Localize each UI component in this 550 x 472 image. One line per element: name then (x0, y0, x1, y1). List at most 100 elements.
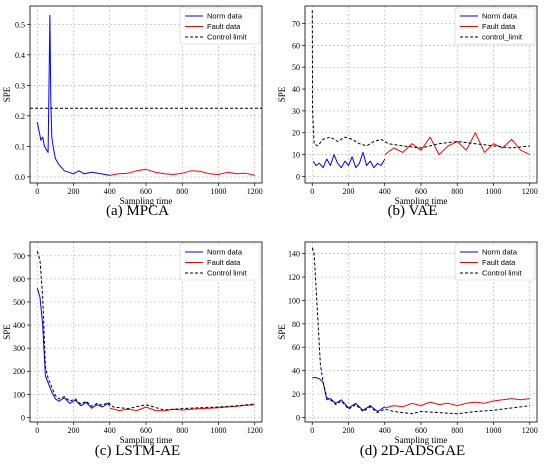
series-line-fault-data (384, 132, 531, 156)
series-line-fault-data (109, 404, 255, 412)
y-tick-label: 20 (292, 129, 300, 138)
y-axis-label: SPE (277, 324, 287, 340)
x-tick-label: 1000 (486, 187, 502, 196)
legend-label-control-limit: Control limit (482, 269, 523, 278)
series-line-norm-data (312, 377, 386, 412)
y-tick-label: 600 (13, 275, 25, 284)
x-tick-label: 400 (104, 187, 116, 196)
series-line-norm-data (36, 288, 111, 409)
x-tick-label: 0 (310, 426, 314, 435)
y-tick-label: 500 (13, 298, 25, 307)
series-line-norm-data (36, 14, 110, 176)
y-tick-label: 20 (292, 390, 300, 399)
series-line-control-limit (311, 10, 530, 149)
panel-2d-adsgae: 0 200 400 600 800 1000 1200 0 20 40 60 80 100 120 140 S… (275, 236, 550, 472)
y-tick-label: 0.0 (15, 173, 25, 182)
caption-mpca: (a) MPCA (106, 203, 169, 219)
y-tick-label: 0 (296, 413, 300, 422)
x-tick-label: 600 (415, 426, 427, 435)
chart-lstm-ae: 0 200 400 600 800 1000 1200 0 100 200 300 400 500 600… (2, 241, 263, 445)
caption-lstm-ae: (c) LSTM-AE (94, 443, 181, 459)
x-tick-label: 1000 (211, 426, 227, 435)
legend-label-fault-data: Fault data (207, 258, 241, 267)
y-tick-label: 0.1 (15, 142, 25, 151)
y-tick-label: 400 (13, 321, 25, 330)
y-axis-label: SPE (277, 86, 287, 102)
x-tick-label: 1200 (522, 426, 538, 435)
x-axis-label: Sampling time (120, 196, 173, 206)
caption-vae: (b) VAE (387, 203, 438, 219)
y-tick-label: 0 (296, 172, 300, 181)
y-tick-label: 60 (292, 343, 300, 352)
legend-label-control-limit: control_limit (482, 33, 523, 42)
x-tick-label: 800 (451, 426, 463, 435)
x-tick-label: 800 (176, 426, 188, 435)
x-tick-label: 0 (310, 187, 314, 196)
chart-mpca: 0 200 400 600 800 1000 1200 0.0 0.1 0.2 0.3 0.4 0.5 S… (2, 5, 263, 206)
y-tick-label: 60 (292, 41, 300, 50)
y-tick-label: 50 (292, 63, 300, 72)
y-tick-label: 300 (13, 344, 25, 353)
panel-mpca: 0 200 400 600 800 1000 1200 0.0 0.1 0.2 0.3 0.4 0.5 S… (0, 0, 275, 236)
series-line-fault-data (384, 398, 530, 409)
y-axis-label: SPE (2, 86, 12, 102)
y-tick-label: 700 (13, 252, 25, 261)
x-tick-label: 600 (140, 187, 152, 196)
x-axis-label: Sampling time (395, 196, 448, 206)
legend-box (179, 243, 261, 281)
x-tick-label: 400 (104, 426, 116, 435)
legend-box (454, 7, 536, 45)
series-line-control-limit (311, 247, 530, 415)
x-tick-label: 0 (35, 187, 39, 196)
x-tick-label: 200 (68, 187, 80, 196)
series-line-fault-data (109, 168, 255, 176)
x-tick-label: 0 (35, 426, 39, 435)
x-tick-label: 1200 (522, 187, 538, 196)
legend-box (454, 243, 536, 281)
y-tick-label: 140 (288, 250, 300, 259)
x-tick-label: 800 (176, 187, 188, 196)
chart-vae: 0 200 400 600 800 1000 1200 0 10 20 30 40 50 60 70 Samp… (277, 5, 538, 206)
y-tick-label: 0 (21, 413, 25, 422)
x-axis-label: Sampling time (395, 435, 448, 445)
y-tick-label: 40 (292, 367, 300, 376)
y-tick-label: 0.3 (15, 81, 25, 90)
series-line-control-limit (36, 251, 255, 411)
series-line-norm-data (312, 151, 386, 169)
x-tick-label: 800 (451, 187, 463, 196)
y-tick-label: 0.2 (15, 112, 25, 121)
x-tick-label: 1200 (247, 187, 263, 196)
x-tick-label: 200 (68, 426, 80, 435)
chart-2d-adsgae: 0 200 400 600 800 1000 1200 0 20 40 60 80 100 120 140 S… (277, 241, 538, 445)
panel-vae: 0 200 400 600 800 1000 1200 0 10 20 30 40 50 60 70 Samp… (275, 0, 550, 236)
y-tick-label: 100 (13, 390, 25, 399)
legend-label-norm-data: Norm data (482, 12, 518, 21)
x-tick-label: 400 (379, 187, 391, 196)
y-axis-label: SPE (2, 324, 12, 340)
panel-lstm-ae: 0 200 400 600 800 1000 1200 0 100 200 300 400 500 600… (0, 236, 275, 472)
x-tick-label: 600 (415, 187, 427, 196)
y-tick-label: 0.4 (15, 51, 25, 60)
y-tick-label: 80 (292, 320, 300, 329)
x-tick-label: 200 (343, 426, 355, 435)
x-tick-label: 400 (379, 426, 391, 435)
legend-label-fault-data: Fault data (482, 22, 516, 31)
legend-label-norm-data: Norm data (482, 248, 518, 257)
x-tick-label: 1200 (247, 426, 263, 435)
x-tick-label: 200 (343, 187, 355, 196)
x-tick-label: 600 (140, 426, 152, 435)
caption-2d-adsgae: (d) 2D-ADSGAE (359, 443, 466, 459)
x-tick-label: 1000 (486, 426, 502, 435)
y-tick-label: 200 (13, 367, 25, 376)
x-axis-label: Sampling time (120, 435, 173, 445)
legend-label-norm-data: Norm data (207, 12, 243, 21)
legend-box (179, 7, 261, 45)
y-tick-label: 10 (292, 151, 300, 160)
legend-label-control-limit: Control limit (207, 269, 248, 278)
x-tick-label: 1000 (211, 187, 227, 196)
y-tick-label: 70 (292, 19, 300, 28)
legend-label-fault-data: Fault data (207, 22, 241, 31)
y-tick-label: 40 (292, 85, 300, 94)
legend-label-norm-data: Norm data (207, 248, 243, 257)
